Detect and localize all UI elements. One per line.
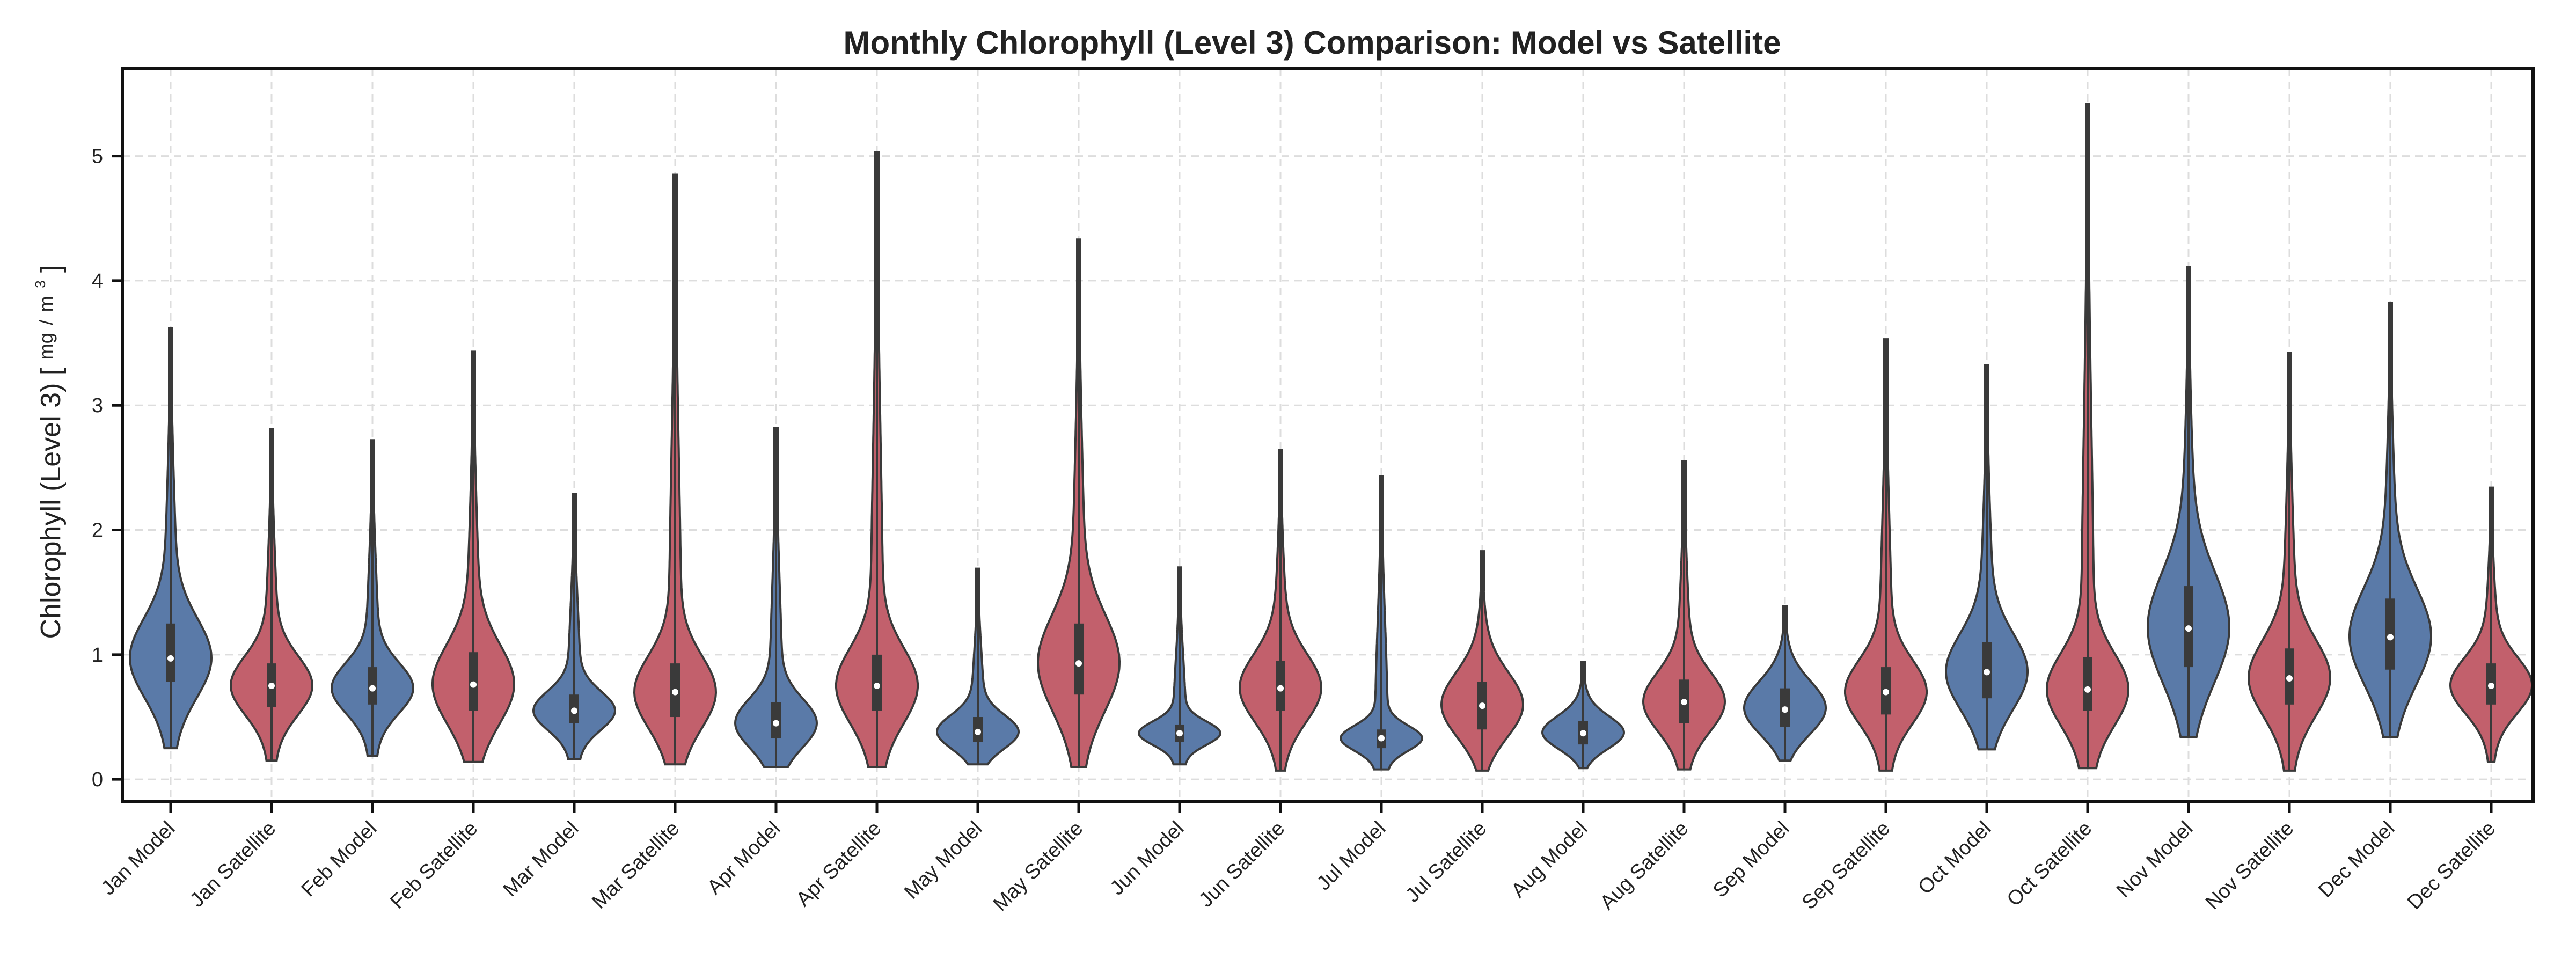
violin-median-dot bbox=[2185, 625, 2192, 632]
x-tick-label: Jul Model bbox=[1313, 817, 1391, 895]
violin-apr-satellite bbox=[835, 151, 919, 768]
violin-median-dot bbox=[2286, 675, 2293, 682]
violin-median-dot bbox=[268, 682, 275, 689]
violin-median-dot bbox=[1782, 706, 1788, 713]
violin-may-model bbox=[935, 567, 1020, 766]
violin-aug-satellite bbox=[1642, 460, 1726, 771]
x-tick-label: Oct Model bbox=[1914, 817, 1995, 899]
violin-nov-satellite bbox=[2247, 352, 2332, 772]
y-tick-label: 1 bbox=[92, 644, 103, 667]
violin-dec-model bbox=[2348, 302, 2432, 738]
violin-jan-satellite bbox=[229, 428, 314, 762]
y-axis-unit-denominator: m bbox=[35, 296, 57, 312]
violin-median-dot bbox=[672, 689, 678, 696]
violin-oct-model bbox=[1945, 364, 2029, 751]
y-tick-label: 5 bbox=[92, 145, 103, 168]
x-tick-label: Jun Satellite bbox=[1195, 817, 1289, 912]
violin-jan-model bbox=[128, 327, 213, 750]
x-axis: Jan Model Jan Satellite Feb Model Feb Satel… bbox=[97, 802, 2500, 916]
violin-feb-satellite bbox=[431, 350, 515, 763]
violin-median-dot bbox=[1378, 735, 1385, 742]
violin-median-dot bbox=[2387, 634, 2394, 641]
x-tick-label: Mar Satellite bbox=[588, 817, 684, 913]
violins bbox=[128, 103, 2534, 772]
violin-feb-model bbox=[330, 439, 415, 757]
x-tick-label: Feb Model bbox=[297, 817, 382, 902]
x-tick-label: Oct Satellite bbox=[2003, 817, 2097, 911]
x-tick-label: May Model bbox=[900, 817, 986, 904]
violin-median-dot bbox=[167, 655, 174, 662]
violin-jun-satellite bbox=[1238, 449, 1323, 772]
violin-jul-model bbox=[1339, 475, 1424, 771]
y-tick-label: 2 bbox=[92, 519, 103, 542]
violin-iqr-box bbox=[2083, 657, 2092, 711]
violin-median-dot bbox=[1681, 699, 1687, 706]
violin-median-dot bbox=[1277, 685, 1284, 692]
svg-text:Chlorophyll (Level 3) [: Chlorophyll (Level 3) [ mg / m 3 ] bbox=[20, 265, 67, 639]
y-axis-unit-numerator: mg bbox=[35, 333, 57, 360]
x-tick-label: Aug Model bbox=[1507, 817, 1592, 902]
x-tick-label: Jul Satellite bbox=[1401, 817, 1491, 907]
x-tick-label: Nov Model bbox=[2112, 817, 2197, 902]
x-tick-label: Jun Model bbox=[1106, 817, 1189, 900]
violin-may-satellite bbox=[1036, 238, 1121, 768]
violin-jun-model bbox=[1137, 566, 1222, 766]
violin-median-dot bbox=[1479, 702, 1485, 709]
y-axis-unit-exponent: 3 bbox=[32, 280, 48, 288]
y-axis-label: Chlorophyll (Level 3) [ mg / m 3 ] bbox=[20, 265, 67, 639]
x-tick-label: May Satellite bbox=[989, 817, 1088, 916]
violin-median-dot bbox=[1580, 730, 1586, 737]
violin-median-dot bbox=[874, 682, 880, 689]
violin-median-dot bbox=[2084, 686, 2091, 693]
violin-aug-model bbox=[1541, 661, 1626, 770]
x-tick-label: Sep Model bbox=[1709, 817, 1794, 902]
y-tick-label: 3 bbox=[92, 394, 103, 417]
violin-median-dot bbox=[470, 681, 477, 688]
violin-oct-satellite bbox=[2045, 103, 2130, 770]
violin-jul-satellite bbox=[1440, 550, 1525, 772]
violin-iqr-box bbox=[1074, 623, 1084, 695]
violin-median-dot bbox=[571, 707, 577, 714]
x-tick-label: Jan Satellite bbox=[186, 817, 280, 912]
violin-median-dot bbox=[369, 685, 376, 692]
violin-median-dot bbox=[1883, 689, 1889, 696]
y-axis-label-main: Chlorophyll (Level 3) bbox=[35, 383, 67, 639]
x-tick-label: Nov Satellite bbox=[2201, 817, 2299, 914]
y-axis: 0 1 2 3 4 5 bbox=[92, 145, 122, 791]
x-tick-label: Feb Satellite bbox=[386, 817, 482, 913]
plot-frame bbox=[121, 67, 2535, 803]
violin-sep-satellite bbox=[1844, 338, 1928, 772]
violin-median-dot bbox=[975, 728, 981, 735]
violin-median-dot bbox=[1075, 660, 1082, 667]
violin-sep-model bbox=[1743, 605, 1827, 762]
violin-apr-model bbox=[734, 427, 818, 768]
violin-median-dot bbox=[773, 720, 779, 727]
violin-iqr-box bbox=[166, 623, 175, 682]
violin-median-dot bbox=[1176, 730, 1183, 737]
x-tick-label: Mar Model bbox=[499, 817, 583, 902]
x-tick-label: Sep Satellite bbox=[1798, 817, 1895, 914]
y-tick-label: 4 bbox=[92, 270, 103, 292]
violin-nov-model bbox=[2147, 266, 2230, 738]
x-tick-label: Apr Model bbox=[703, 817, 785, 899]
x-tick-label: Jan Model bbox=[97, 817, 180, 900]
x-tick-label: Dec Model bbox=[2314, 817, 2399, 902]
chart-title: Monthly Chlorophyll (Level 3) Comparison… bbox=[844, 25, 1781, 61]
y-tick-label: 0 bbox=[92, 769, 103, 791]
violin-mar-model bbox=[532, 493, 617, 760]
violin-dec-satellite bbox=[2449, 486, 2534, 763]
violin-mar-satellite bbox=[633, 173, 718, 766]
violin-median-dot bbox=[1984, 669, 1990, 676]
x-tick-label: Aug Satellite bbox=[1596, 817, 1693, 914]
x-tick-label: Dec Satellite bbox=[2403, 817, 2500, 914]
violin-median-dot bbox=[2488, 682, 2494, 689]
x-tick-label: Apr Satellite bbox=[792, 817, 886, 911]
